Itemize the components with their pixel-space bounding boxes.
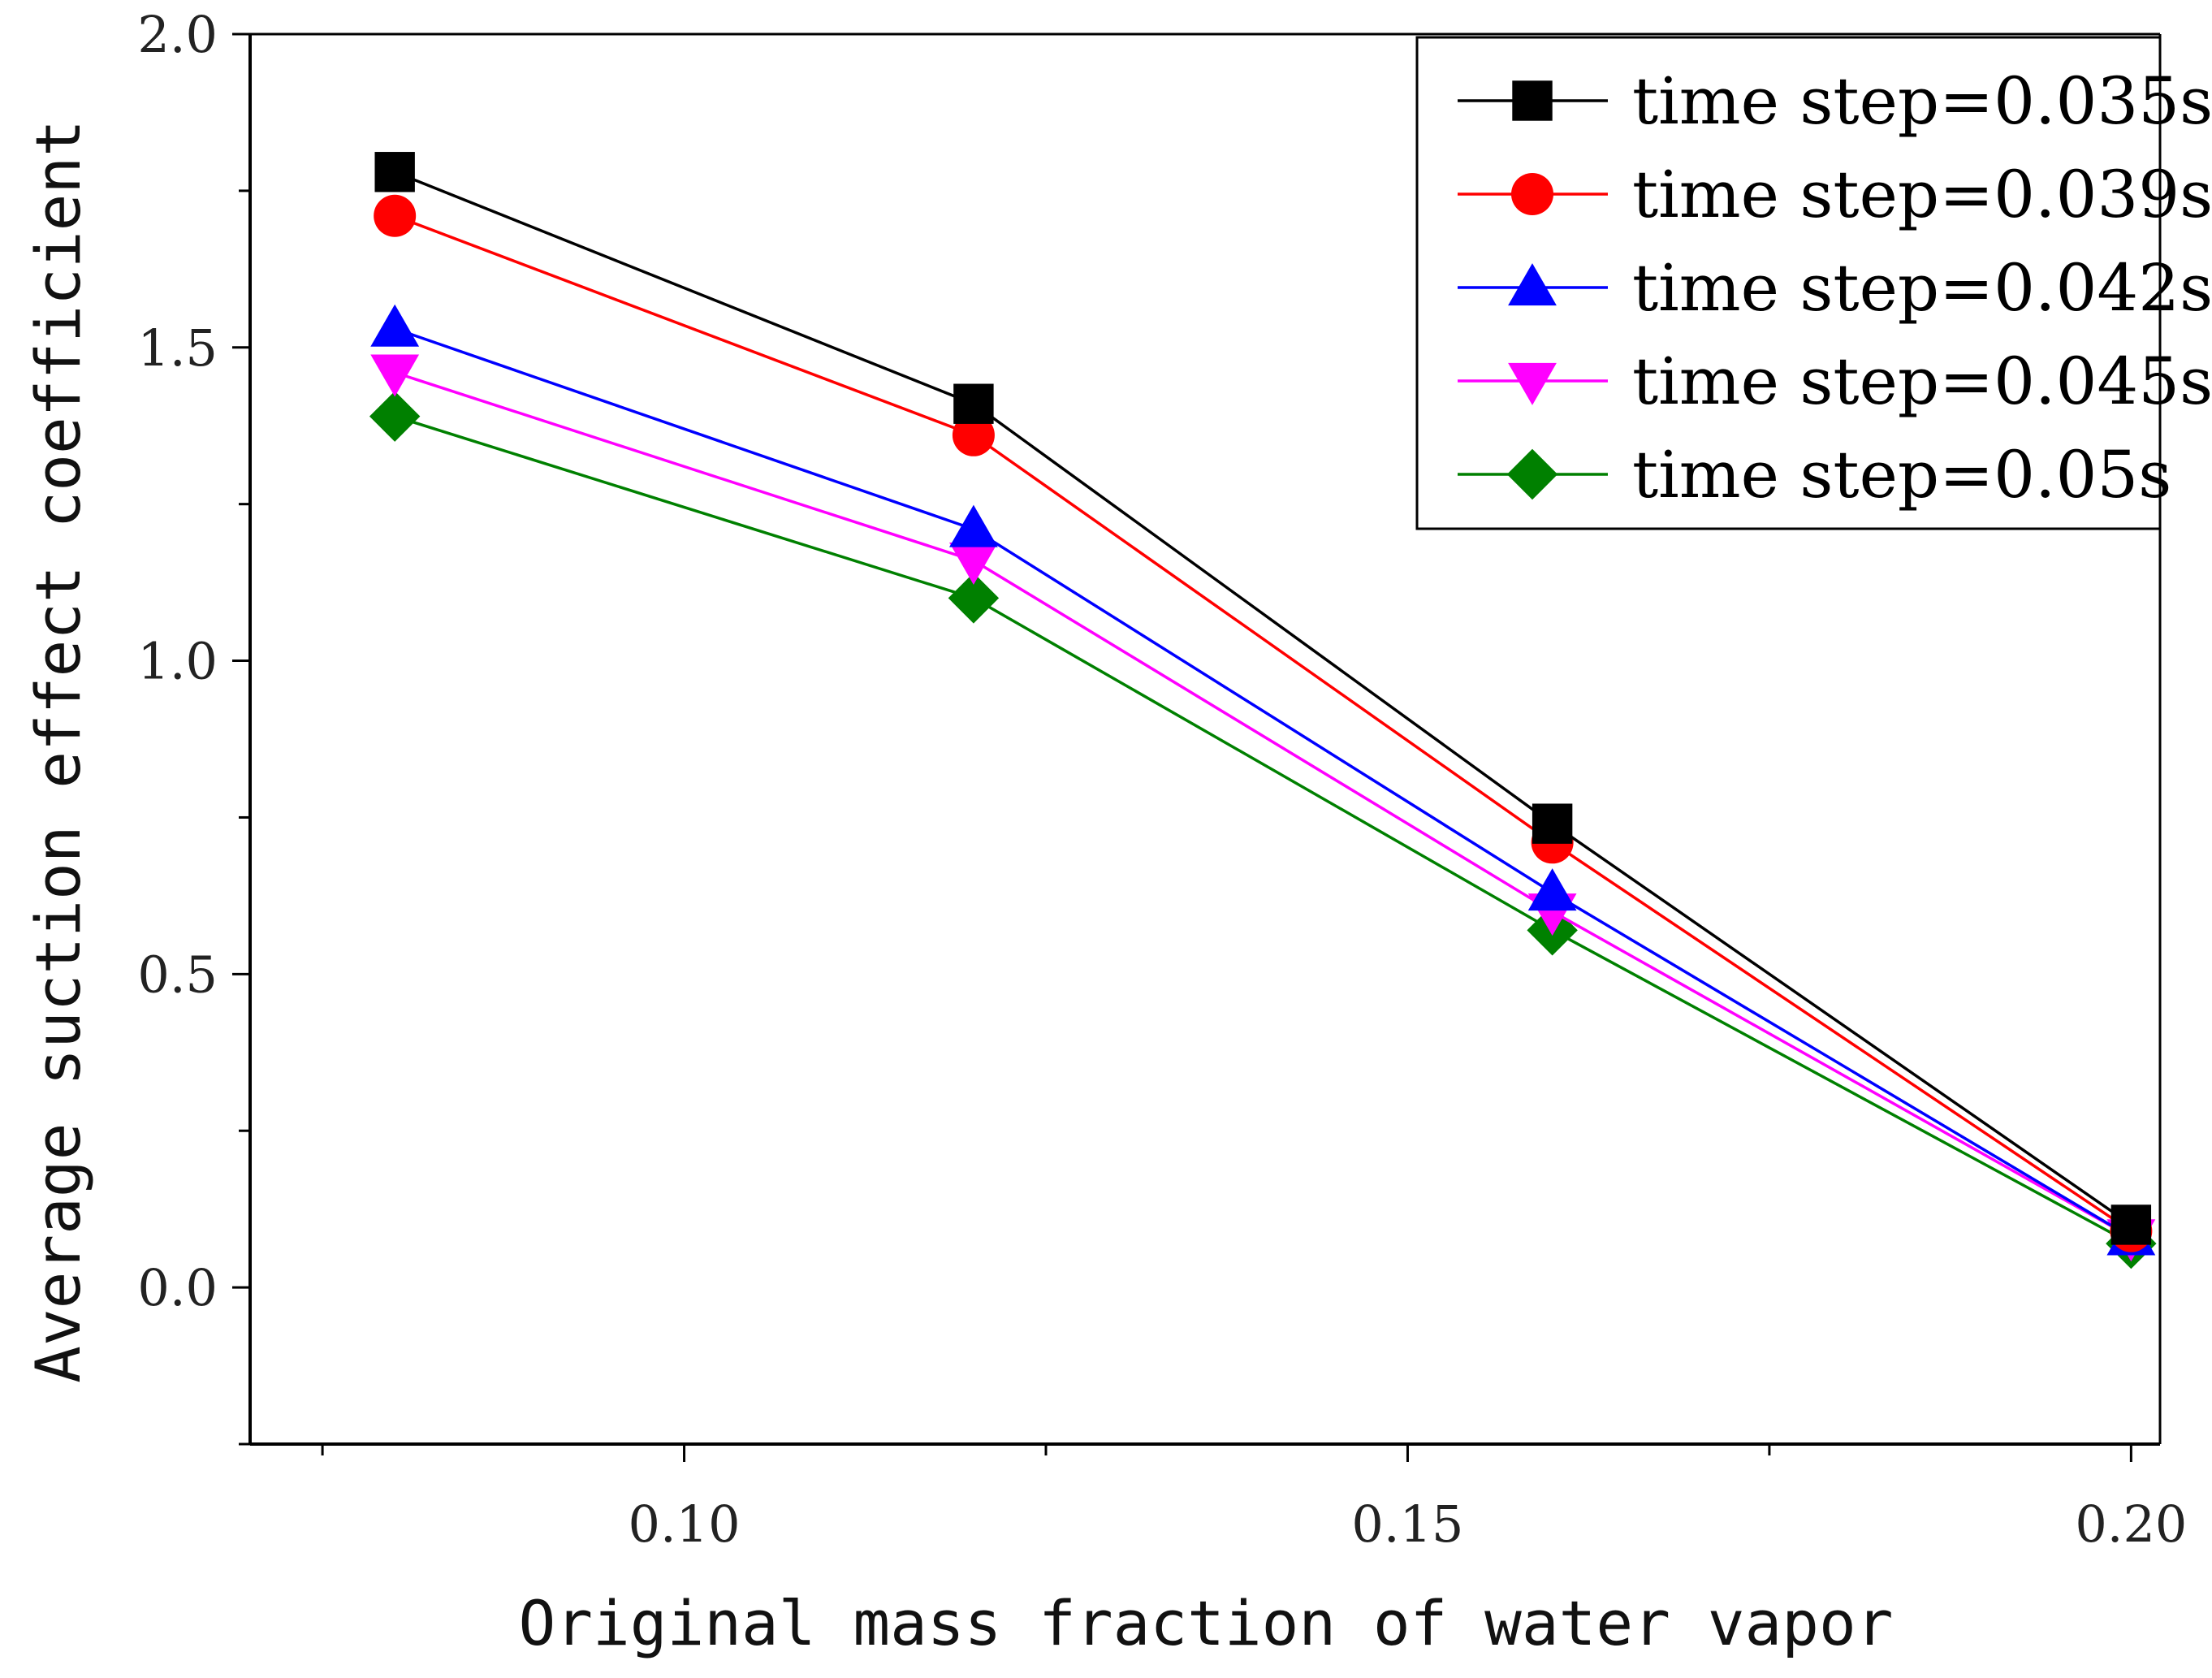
legend-label: time step=0.05s (1632, 437, 2171, 512)
data-point (370, 304, 420, 347)
data-point (953, 383, 994, 424)
data-point (1527, 868, 1577, 911)
legend-label: time step=0.042s (1632, 250, 2212, 326)
series-line (394, 214, 2132, 1233)
legend-item: time step=0.045s (1458, 344, 2212, 419)
series-time-step-0-035s (374, 152, 2152, 1245)
data-point (1532, 803, 1573, 844)
data-point (949, 504, 998, 547)
legend-marker (1512, 80, 1553, 121)
legend-marker (1508, 263, 1557, 306)
data-point (948, 573, 1000, 624)
legend-label: time step=0.035s (1632, 63, 2212, 139)
data-point (2110, 1204, 2152, 1245)
x-tick-label: 0.20 (2075, 1494, 2187, 1554)
series-line (394, 370, 2132, 1239)
series-line (394, 414, 2132, 1245)
x-axis-title: Original mass fraction of water vapor (519, 1587, 1894, 1659)
legend-item: time step=0.035s (1458, 63, 2212, 139)
legend-marker (1506, 448, 1558, 500)
legend-item: time step=0.039s (1458, 157, 2212, 232)
legend-marker (1511, 173, 1553, 215)
legend: time step=0.035s time step=0.039s time ste… (1415, 36, 2212, 530)
legend-marker (1508, 362, 1557, 405)
series-line (394, 171, 2132, 1226)
legend-item: time step=0.05s (1458, 437, 2171, 512)
y-tick-label: 0.0 (137, 1258, 218, 1317)
data-point (370, 354, 420, 397)
data-point (952, 413, 995, 456)
data-point (374, 194, 417, 237)
y-tick-label: 1.0 (137, 632, 218, 691)
y-tick-label: 0.5 (137, 945, 218, 1004)
x-tick-label: 0.15 (1351, 1494, 1463, 1554)
data-point (374, 152, 415, 192)
legend-label: time step=0.039s (1632, 157, 2212, 232)
axis-ticks: 0.10 0.15 0.20 0.0 0.5 1.0 1.5 2.0 (137, 5, 2187, 1554)
series-line (394, 327, 2132, 1239)
data-point (369, 391, 421, 442)
x-tick-label: 0.10 (629, 1494, 741, 1554)
legend-item: time step=0.042s (1458, 250, 2212, 326)
y-tick-label: 2.0 (137, 5, 218, 64)
y-tick-label: 1.5 (137, 318, 218, 378)
series-layer (369, 152, 2157, 1269)
legend-label: time step=0.045s (1632, 344, 2212, 419)
y-axis-title: Average suction effect coefficient (22, 119, 94, 1383)
data-point (949, 543, 998, 586)
